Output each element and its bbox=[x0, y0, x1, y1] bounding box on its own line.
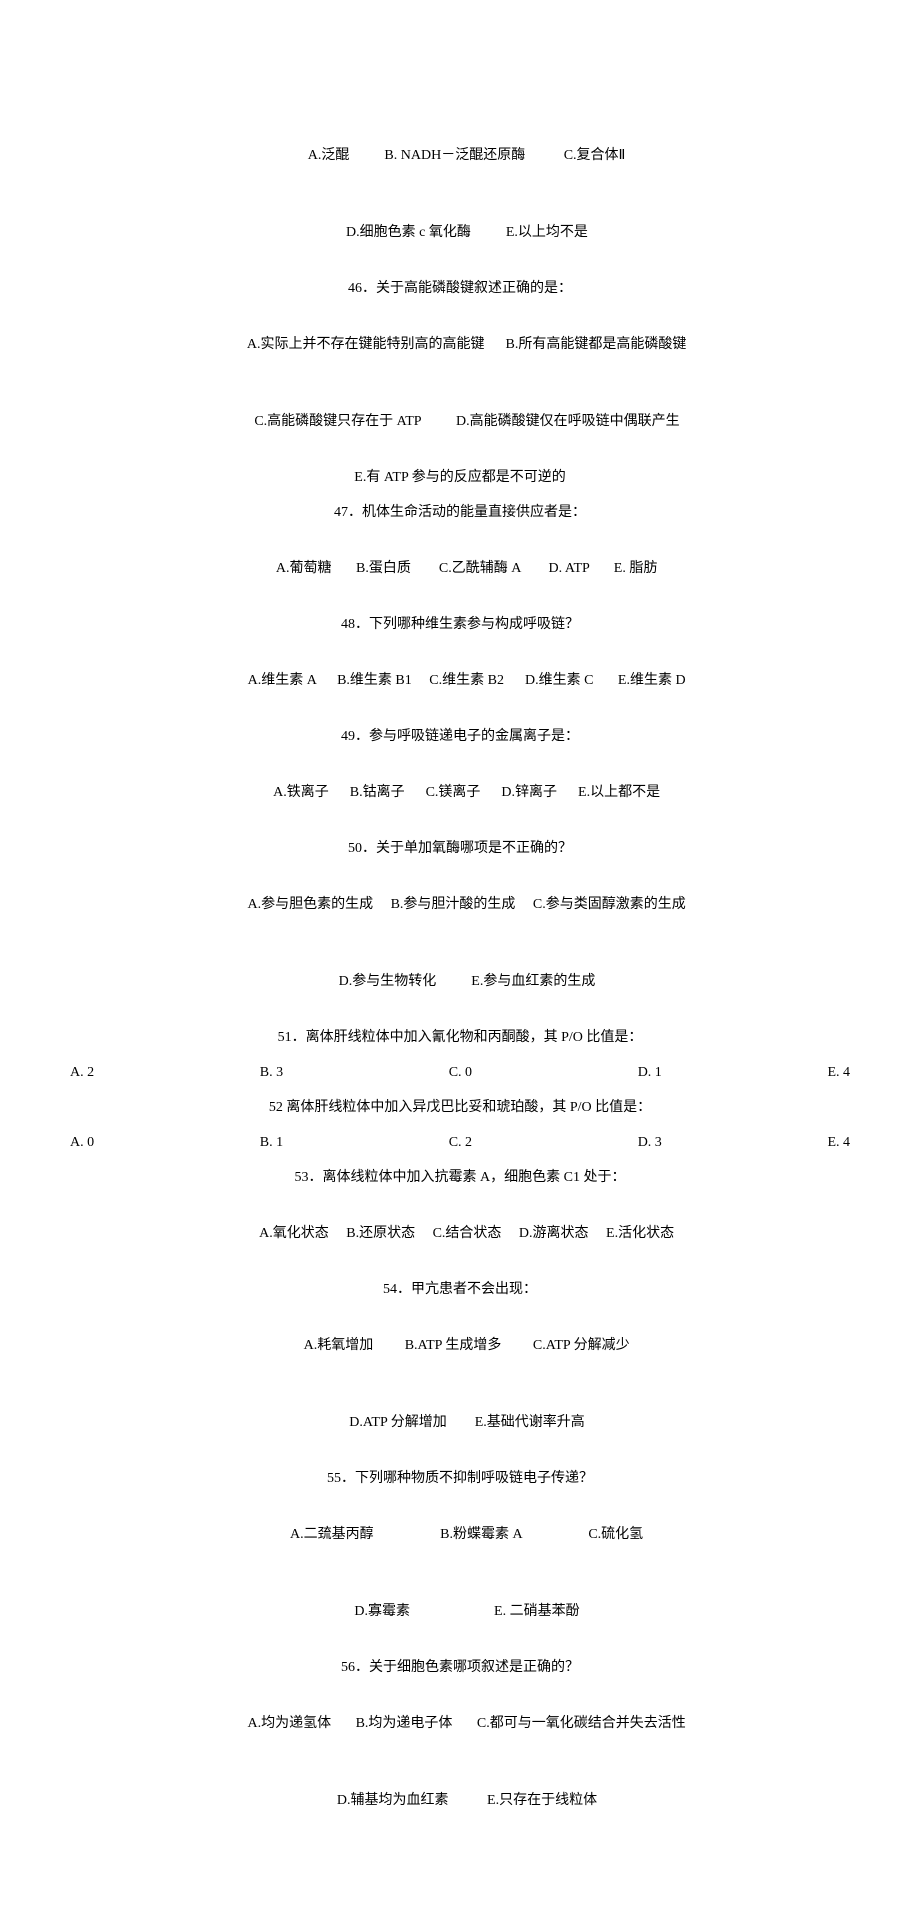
q50-options-row1: A.参与胆色素的生成 B.参与胆汁酸的生成 C.参与类固醇激素的生成 bbox=[60, 873, 860, 936]
q48-stem: 48．下列哪种维生素参与构成呼吸链？ bbox=[60, 614, 860, 635]
q51-opt-c: C. 0 bbox=[449, 1062, 472, 1083]
q45-options-row2: D.细胞色素 c 氧化酶 E.以上均不是 bbox=[60, 201, 860, 264]
q48-opt-d: D.维生素 C bbox=[525, 673, 593, 688]
q52-opt-b: B. 1 bbox=[260, 1132, 283, 1153]
q53-options: A.氧化状态 B.还原状态 C.结合状态 D.游离状态 E.活化状态 bbox=[60, 1202, 860, 1265]
q51-opt-d: D. 1 bbox=[638, 1062, 662, 1083]
q52-opt-a: A. 0 bbox=[70, 1132, 94, 1153]
q45-opt-d: D.细胞色素 c 氧化酶 bbox=[346, 225, 471, 240]
q47-stem: 47．机体生命活动的能量直接供应者是： bbox=[60, 502, 860, 523]
q49-options: A.铁离子 B.钴离子 C.镁离子 D.锌离子 E.以上都不是 bbox=[60, 761, 860, 824]
q55-options-row1: A.二巯基丙醇 B.粉蝶霉素 A C.硫化氢 bbox=[60, 1503, 860, 1566]
q54-opt-c: C.ATP 分解减少 bbox=[533, 1338, 630, 1353]
q45-opt-e: E.以上均不是 bbox=[506, 225, 588, 240]
q48-opt-b: B.维生素 B1 bbox=[337, 673, 412, 688]
q51-stem: 51．离体肝线粒体中加入氰化物和丙酮酸，其 P/O 比值是： bbox=[60, 1027, 860, 1048]
q56-opt-c: C.都可与一氧化碳结合并失去活性 bbox=[477, 1716, 686, 1731]
q50-opt-d: D.参与生物转化 bbox=[339, 974, 437, 989]
q54-opt-d: D.ATP 分解增加 bbox=[349, 1415, 447, 1430]
q49-opt-a: A.铁离子 bbox=[273, 785, 329, 800]
q54-opt-e: E.基础代谢率升高 bbox=[475, 1415, 585, 1430]
q56-opt-e: E.只存在于线粒体 bbox=[487, 1793, 597, 1808]
q55-opt-e: E. 二硝基苯酚 bbox=[494, 1604, 580, 1619]
q52-opt-c: C. 2 bbox=[449, 1132, 472, 1153]
q56-opt-a: A.均为递氢体 bbox=[247, 1716, 331, 1731]
q46-stem: 46．关于高能磷酸键叙述正确的是： bbox=[60, 278, 860, 299]
q53-opt-d: D.游离状态 bbox=[519, 1226, 589, 1241]
q46-opt-d: D.高能磷酸键仅在呼吸链中偶联产生 bbox=[456, 414, 680, 429]
q50-opt-c: C.参与类固醇激素的生成 bbox=[533, 897, 686, 912]
q47-opt-d: D. ATP bbox=[549, 561, 590, 576]
q56-stem: 56．关于细胞色素哪项叙述是正确的？ bbox=[60, 1657, 860, 1678]
q50-stem: 50．关于单加氧酶哪项是不正确的？ bbox=[60, 838, 860, 859]
q52-opt-e: E. 4 bbox=[827, 1132, 850, 1153]
q49-opt-d: D.锌离子 bbox=[501, 785, 557, 800]
q55-opt-a: A.二巯基丙醇 bbox=[290, 1527, 374, 1542]
q45-opt-c: C.复合体Ⅱ bbox=[564, 148, 626, 163]
q55-options-row2: D.寡霉素 E. 二硝基苯酚 bbox=[60, 1580, 860, 1643]
q54-opt-a: A.耗氧增加 bbox=[304, 1338, 374, 1353]
q47-opt-e: E. 脂肪 bbox=[614, 561, 658, 576]
q56-opt-d: D.辅基均为血红素 bbox=[337, 1793, 449, 1808]
q46-opt-c: C.高能磷酸键只存在于 ATP bbox=[254, 414, 421, 429]
q47-opt-c: C.乙酰辅酶 A bbox=[439, 561, 521, 576]
q49-stem: 49．参与呼吸链递电子的金属离子是： bbox=[60, 726, 860, 747]
q49-opt-e: E.以上都不是 bbox=[578, 785, 660, 800]
q49-opt-b: B.钴离子 bbox=[350, 785, 405, 800]
q46-opt-e: E.有 ATP 参与的反应都是不可逆的 bbox=[60, 467, 860, 488]
q51-options: A. 2 B. 3 C. 0 D. 1 E. 4 bbox=[60, 1062, 860, 1083]
document-page: A.泛醌 B. NADH－泛醌还原酶 C.复合体Ⅱ D.细胞色素 c 氧化酶 E… bbox=[0, 0, 920, 1906]
q47-options: A.葡萄糖 B.蛋白质 C.乙酰辅酶 A D. ATP E. 脂肪 bbox=[60, 537, 860, 600]
q56-opt-b: B.均为递电子体 bbox=[356, 1716, 453, 1731]
q53-opt-e: E.活化状态 bbox=[606, 1226, 674, 1241]
q51-opt-b: B. 3 bbox=[260, 1062, 283, 1083]
q51-opt-e: E. 4 bbox=[827, 1062, 850, 1083]
q46-options-row1: A.实际上并不存在键能特别高的高能键 B.所有高能键都是高能磷酸键 bbox=[60, 313, 860, 376]
q46-opt-a: A.实际上并不存在键能特别高的高能键 bbox=[247, 337, 485, 352]
q48-opt-e: E.维生素 D bbox=[618, 673, 686, 688]
q54-options-row1: A.耗氧增加 B.ATP 生成增多 C.ATP 分解减少 bbox=[60, 1314, 860, 1377]
q50-opt-b: B.参与胆汁酸的生成 bbox=[391, 897, 516, 912]
q55-opt-b: B.粉蝶霉素 A bbox=[440, 1527, 522, 1542]
q54-options-row2: D.ATP 分解增加 E.基础代谢率升高 bbox=[60, 1391, 860, 1454]
q52-stem: 52 离体肝线粒体中加入异戊巴比妥和琥珀酸，其 P/O 比值是： bbox=[60, 1097, 860, 1118]
q55-stem: 55．下列哪种物质不抑制呼吸链电子传递？ bbox=[60, 1468, 860, 1489]
q45-options-row1: A.泛醌 B. NADH－泛醌还原酶 C.复合体Ⅱ bbox=[60, 124, 860, 187]
q47-opt-a: A.葡萄糖 bbox=[276, 561, 332, 576]
q48-options: A.维生素 A B.维生素 B1 C.维生素 B2 D.维生素 C E.维生素 … bbox=[60, 649, 860, 712]
q50-opt-e: E.参与血红素的生成 bbox=[471, 974, 595, 989]
q55-opt-d: D.寡霉素 bbox=[354, 1604, 410, 1619]
q53-opt-a: A.氧化状态 bbox=[259, 1226, 329, 1241]
q55-opt-c: C.硫化氢 bbox=[588, 1527, 643, 1542]
q52-options: A. 0 B. 1 C. 2 D. 3 E. 4 bbox=[60, 1132, 860, 1153]
q56-options-row2: D.辅基均为血红素 E.只存在于线粒体 bbox=[60, 1769, 860, 1832]
q48-opt-a: A.维生素 A bbox=[248, 673, 316, 688]
q49-opt-c: C.镁离子 bbox=[426, 785, 481, 800]
q51-opt-a: A. 2 bbox=[70, 1062, 94, 1083]
q45-opt-a: A.泛醌 bbox=[308, 148, 350, 163]
q45-opt-b: B. NADH－泛醌还原酶 bbox=[384, 148, 525, 163]
q56-options-row1: A.均为递氢体 B.均为递电子体 C.都可与一氧化碳结合并失去活性 bbox=[60, 1692, 860, 1755]
q50-opt-a: A.参与胆色素的生成 bbox=[247, 897, 373, 912]
q53-stem: 53．离体线粒体中加入抗霉素 A，细胞色素 C1 处于： bbox=[60, 1167, 860, 1188]
q46-options-row2: C.高能磷酸键只存在于 ATP D.高能磷酸键仅在呼吸链中偶联产生 bbox=[60, 390, 860, 453]
q47-opt-b: B.蛋白质 bbox=[356, 561, 411, 576]
q46-opt-b: B.所有高能键都是高能磷酸键 bbox=[506, 337, 687, 352]
q54-opt-b: B.ATP 生成增多 bbox=[405, 1338, 502, 1353]
q53-opt-c: C.结合状态 bbox=[433, 1226, 502, 1241]
q52-opt-d: D. 3 bbox=[638, 1132, 662, 1153]
q53-opt-b: B.还原状态 bbox=[346, 1226, 415, 1241]
q48-opt-c: C.维生素 B2 bbox=[429, 673, 504, 688]
q54-stem: 54．甲亢患者不会出现： bbox=[60, 1279, 860, 1300]
q50-options-row2: D.参与生物转化 E.参与血红素的生成 bbox=[60, 950, 860, 1013]
